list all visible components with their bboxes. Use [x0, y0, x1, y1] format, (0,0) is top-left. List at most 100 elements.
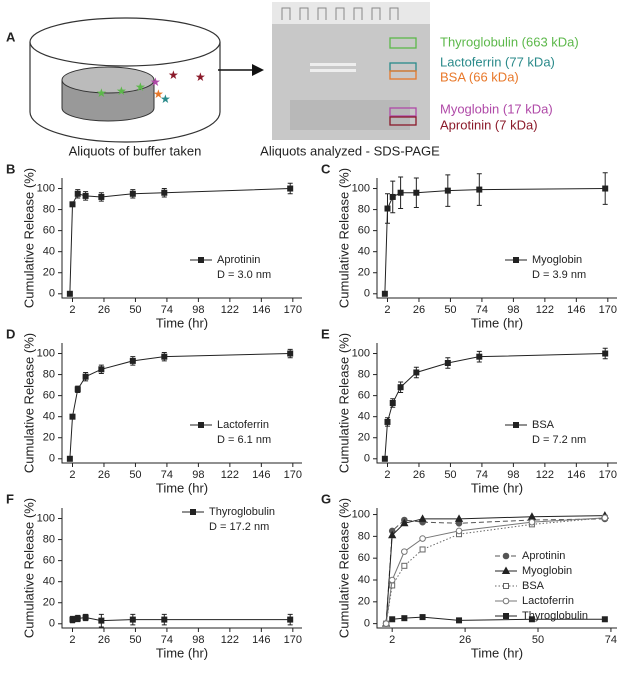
series-line — [72, 616, 291, 622]
marker — [419, 546, 426, 553]
y-tick-label: 80 — [43, 533, 55, 545]
gel-image — [272, 2, 430, 140]
marker — [82, 614, 89, 621]
x-tick-label: 2 — [384, 304, 390, 316]
marker — [389, 616, 396, 623]
x-tick-label: 74 — [476, 304, 488, 316]
x-tick-label: 98 — [507, 469, 519, 481]
legend-label: BSA — [532, 419, 555, 431]
caption: Aliquots of buffer taken — [69, 143, 202, 158]
marker — [389, 582, 396, 589]
y-tick-label: 60 — [43, 390, 55, 402]
marker — [287, 185, 294, 192]
y-axis-label: Cumulative Release (%) — [336, 168, 351, 308]
y-tick-label: 0 — [364, 453, 370, 465]
legend-label: Thyroglobulin — [522, 610, 588, 622]
x-tick-label: 2 — [69, 469, 75, 481]
axis — [376, 508, 617, 629]
svg-text:★: ★ — [150, 75, 161, 89]
marker — [418, 514, 427, 522]
x-tick-label: 2 — [69, 634, 75, 646]
marker — [382, 620, 390, 627]
marker — [476, 353, 483, 360]
x-tick-label: 170 — [284, 634, 302, 646]
x-axis-label: Time (hr) — [156, 315, 208, 330]
legend-marker — [502, 597, 510, 605]
x-tick-label: 74 — [161, 469, 173, 481]
panel-letter: C — [321, 161, 331, 176]
marker — [388, 530, 397, 539]
legend-marker — [503, 613, 509, 619]
marker — [401, 615, 408, 622]
panel-letter: G — [321, 491, 331, 506]
legend-marker — [198, 257, 204, 263]
legend-label: Myoglobin — [532, 254, 582, 266]
marker — [287, 616, 294, 623]
dish: ★ ★ ★ ★ ★ ★ ★ ★ — [29, 17, 221, 143]
gel-label: Aprotinin (7 kDa) — [440, 117, 538, 132]
axis — [61, 343, 302, 464]
x-tick-label: 50 — [129, 634, 141, 646]
y-tick-label: 60 — [358, 225, 370, 237]
x-tick-label: 146 — [567, 469, 585, 481]
x-tick-label: 122 — [536, 469, 554, 481]
x-tick-label: 50 — [444, 304, 456, 316]
marker — [388, 576, 396, 584]
x-tick-label: 2 — [69, 304, 75, 316]
legend-label: BSA — [522, 580, 545, 592]
legend-label: Myoglobin — [522, 565, 572, 577]
x-tick-label: 26 — [98, 304, 110, 316]
marker — [69, 616, 76, 623]
x-tick-label: 146 — [252, 634, 270, 646]
marker — [69, 413, 76, 420]
marker — [528, 518, 536, 526]
y-tick-label: 40 — [358, 411, 370, 423]
marker — [287, 350, 294, 357]
annotation: D = 3.0 nm — [217, 269, 271, 281]
annotation: D = 6.1 nm — [217, 434, 271, 446]
annotation: D = 17.2 nm — [209, 521, 269, 533]
marker — [98, 366, 105, 373]
marker — [74, 190, 81, 197]
y-tick-label: 100 — [37, 512, 55, 524]
legend-marker — [503, 583, 509, 589]
axis — [376, 178, 617, 299]
y-tick-label: 60 — [43, 225, 55, 237]
marker — [74, 615, 81, 622]
y-tick-label: 20 — [43, 267, 55, 279]
x-tick-label: 26 — [459, 634, 471, 646]
marker — [384, 205, 391, 212]
y-tick-label: 0 — [364, 288, 370, 300]
marker — [69, 201, 76, 208]
x-tick-label: 122 — [221, 634, 239, 646]
axis — [61, 178, 302, 299]
y-tick-label: 100 — [37, 182, 55, 194]
x-tick-label: 98 — [192, 304, 204, 316]
y-tick-label: 100 — [37, 347, 55, 359]
marker — [601, 616, 608, 623]
marker — [129, 190, 136, 197]
x-tick-label: 26 — [98, 634, 110, 646]
axis — [61, 508, 302, 629]
legend-label: Thyroglobulin — [209, 506, 275, 518]
legend-label: Lactoferrin — [522, 595, 574, 607]
y-tick-label: 20 — [43, 432, 55, 444]
marker — [476, 186, 483, 193]
y-tick-label: 0 — [49, 618, 55, 630]
legend-marker — [513, 422, 519, 428]
marker — [419, 535, 426, 542]
marker — [419, 614, 426, 621]
marker — [161, 189, 168, 196]
x-tick-label: 146 — [252, 469, 270, 481]
y-tick-label: 80 — [358, 203, 370, 215]
y-tick-label: 20 — [358, 267, 370, 279]
x-tick-label: 122 — [221, 304, 239, 316]
svg-text:★: ★ — [168, 68, 179, 82]
x-tick-label: 50 — [129, 469, 141, 481]
x-tick-label: 50 — [444, 469, 456, 481]
svg-text:★: ★ — [96, 86, 107, 100]
marker — [528, 616, 535, 623]
svg-text:★: ★ — [116, 84, 127, 98]
legend-marker — [190, 509, 196, 515]
y-axis-label: Cumulative Release (%) — [21, 333, 36, 473]
